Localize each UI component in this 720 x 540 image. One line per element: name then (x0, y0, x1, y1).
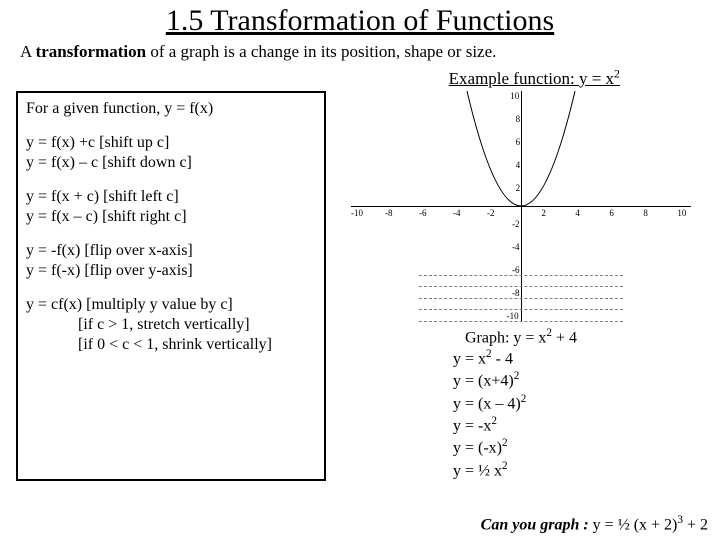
li-sup: 2 (514, 370, 520, 382)
ytick: 6 (516, 137, 521, 147)
li-pre: y = -x (453, 417, 491, 434)
xtick: -10 (351, 208, 363, 218)
intro-post: of a graph is a change in its position, … (146, 42, 496, 61)
footer-rest-pre: y = ½ (x + 2) (589, 516, 678, 533)
list-item: y = (-x)2 (453, 436, 704, 458)
dash-line (419, 275, 623, 276)
xtick: 4 (575, 208, 580, 218)
rules-scale: y = cf(x) [multiply y value by c] [if c … (26, 295, 316, 355)
li-pre: y = ½ x (453, 462, 502, 479)
list-item: y = (x+4)2 (453, 369, 704, 391)
example-pre: Example function: (449, 69, 579, 88)
example-expr: y = x (579, 69, 614, 88)
graph-column: 10 8 6 4 2 -2 -4 -6 -8 -10 -10 -8 -6 -4 … (338, 91, 704, 481)
main-content: For a given function, y = f(x) y = f(x) … (0, 91, 720, 481)
list-item: y = -x2 (453, 414, 704, 436)
page-title: 1.5 Transformation of Functions (0, 0, 720, 40)
rule-scale-2: [if c > 1, stretch vertically] (26, 315, 316, 335)
rule-shift-up: y = f(x) +c [shift up c] (26, 133, 316, 153)
rule-shift-left: y = f(x + c) [shift left c] (26, 187, 316, 207)
li-pre: y = x (453, 350, 486, 367)
li-sup: 2 (491, 415, 497, 427)
rule-scale-1: y = cf(x) [multiply y value by c] (26, 295, 316, 315)
ytick: -2 (512, 219, 520, 229)
xtick: 2 (541, 208, 546, 218)
rules-vertical-shift: y = f(x) +c [shift up c] y = f(x) – c [s… (26, 133, 316, 173)
graph-caption-pre: Graph: y = x (465, 329, 546, 346)
xtick: -4 (453, 208, 461, 218)
rules-lead: For a given function, y = f(x) (26, 99, 316, 119)
xtick: 6 (609, 208, 614, 218)
rule-flip-x: y = -f(x) [flip over x-axis] (26, 241, 316, 261)
dash-line (419, 309, 623, 310)
li-sup: 2 (502, 437, 508, 449)
example-sup: 2 (614, 66, 620, 80)
ytick: 10 (510, 91, 519, 101)
list-item: y = x2 - 4 (453, 347, 704, 369)
rules-flip: y = -f(x) [flip over x-axis] y = f(-x) [… (26, 241, 316, 281)
li-pre: y = (x+4) (453, 373, 514, 390)
ytick: 2 (516, 183, 521, 193)
rule-shift-down: y = f(x) – c [shift down c] (26, 153, 316, 173)
graph-variant-list: y = x2 - 4 y = (x+4)2 y = (x – 4)2 y = -… (338, 347, 704, 481)
ytick: -4 (512, 242, 520, 252)
intro-pre: A (20, 42, 36, 61)
xtick: -8 (385, 208, 393, 218)
list-item: y = (x – 4)2 (453, 392, 704, 414)
graph-caption: Graph: y = x2 + 4 (338, 327, 704, 347)
xtick: 10 (677, 208, 686, 218)
footer-rest-post: + 2 (683, 516, 708, 533)
li-sup: 2 (502, 460, 508, 472)
footer-prompt: Can you graph : y = ½ (x + 2)3 + 2 (481, 514, 708, 534)
coordinate-chart: 10 8 6 4 2 -2 -4 -6 -8 -10 -10 -8 -6 -4 … (351, 91, 691, 321)
li-post: - 4 (492, 350, 513, 367)
dash-line (419, 286, 623, 287)
xtick: -2 (487, 208, 495, 218)
dash-line (419, 321, 623, 322)
graph-caption-post: + 4 (552, 329, 577, 346)
rules-box: For a given function, y = f(x) y = f(x) … (16, 91, 326, 481)
intro-bold: transformation (36, 42, 146, 61)
footer-bold: Can you graph : (481, 516, 589, 533)
curve-path (467, 91, 575, 206)
rule-shift-right: y = f(x – c) [shift right c] (26, 207, 316, 227)
rule-flip-y: y = f(-x) [flip over y-axis] (26, 261, 316, 281)
rules-horizontal-shift: y = f(x + c) [shift left c] y = f(x – c)… (26, 187, 316, 227)
rule-scale-3: [if 0 < c < 1, shrink vertically] (26, 335, 316, 355)
list-item: y = ½ x2 (453, 459, 704, 481)
dash-line (419, 298, 623, 299)
li-sup: 2 (521, 393, 527, 405)
li-pre: y = (-x) (453, 440, 502, 457)
xtick: -6 (419, 208, 427, 218)
intro-text: A transformation of a graph is a change … (0, 40, 720, 66)
ytick: 4 (516, 160, 521, 170)
ytick: 8 (516, 114, 521, 124)
xtick: 8 (643, 208, 648, 218)
example-function-label: Example function: y = x2 (0, 66, 720, 91)
li-pre: y = (x – 4) (453, 395, 521, 412)
